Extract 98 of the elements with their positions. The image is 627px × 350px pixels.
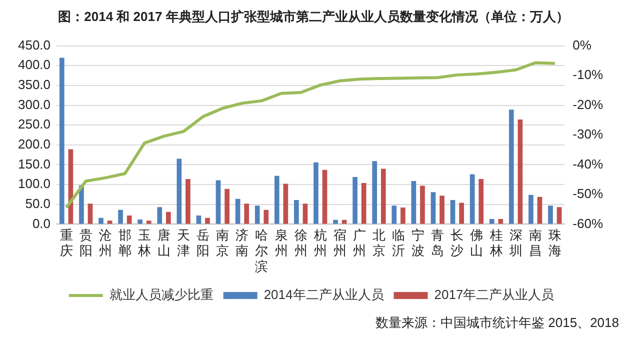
y2-tick-label: -10% bbox=[572, 67, 604, 82]
bar bbox=[528, 194, 534, 224]
x-tick-label: 济南 bbox=[236, 228, 249, 258]
x-tick-label: 贵阳 bbox=[79, 228, 92, 258]
x-tick-label: 广州 bbox=[352, 228, 366, 258]
bar bbox=[548, 206, 553, 224]
x-tick-label: 泉州 bbox=[274, 228, 288, 258]
bar bbox=[264, 210, 269, 224]
bar bbox=[196, 215, 202, 224]
y-tick-label: 50.0 bbox=[25, 196, 51, 211]
bar bbox=[157, 207, 162, 224]
bar bbox=[420, 186, 425, 224]
x-tick-label: 徐州 bbox=[294, 228, 308, 258]
y-tick-label: 0.0 bbox=[32, 216, 51, 231]
bar bbox=[361, 182, 366, 224]
legend-label: 2014年二产从业人员 bbox=[264, 287, 384, 302]
bar bbox=[537, 196, 542, 224]
x-tick-label: 佛山 bbox=[470, 228, 484, 258]
x-tick-label: 南昌 bbox=[528, 228, 542, 258]
x-tick-label: 唐山 bbox=[158, 228, 171, 258]
y-tick-label: 200.0 bbox=[18, 136, 51, 152]
bar bbox=[459, 202, 464, 224]
bar bbox=[430, 192, 436, 224]
bar bbox=[518, 120, 523, 224]
y2-tick-label: -60% bbox=[572, 216, 604, 231]
bar bbox=[556, 207, 562, 224]
bar bbox=[322, 170, 328, 224]
bar bbox=[216, 180, 221, 224]
bar bbox=[283, 184, 288, 224]
bar bbox=[450, 200, 456, 224]
x-tick-label: 深圳 bbox=[508, 228, 522, 258]
y2-tick-label: 0% bbox=[572, 37, 592, 52]
x-tick-label: 邯郸 bbox=[118, 228, 132, 258]
chart-title: 图：2014 和 2017 年典型人口扩张型城市第二产业从业人员数量变化情况（单位：万人） bbox=[57, 8, 570, 26]
x-tick-label: 临沂 bbox=[392, 228, 406, 258]
bar bbox=[508, 110, 514, 224]
bar bbox=[126, 215, 132, 224]
bar bbox=[186, 179, 190, 224]
bar bbox=[294, 200, 299, 224]
x-tick-label: 哈尔滨 bbox=[255, 228, 268, 274]
y2-tick-label: -20% bbox=[572, 96, 604, 112]
bar bbox=[254, 206, 260, 224]
x-tick-label: 玉林 bbox=[136, 228, 151, 258]
x-tick-label: 宁波 bbox=[412, 228, 425, 258]
x-tick-label: 杭州 bbox=[312, 228, 327, 258]
y-tick-label: 150.0 bbox=[18, 156, 51, 172]
bar bbox=[107, 220, 112, 224]
bar bbox=[372, 161, 378, 224]
bar bbox=[314, 162, 318, 224]
x-tick-label: 珠海 bbox=[548, 228, 562, 258]
bar bbox=[333, 220, 338, 224]
bar bbox=[440, 196, 444, 224]
bar bbox=[166, 212, 171, 224]
bar bbox=[470, 174, 475, 224]
bar bbox=[274, 176, 280, 224]
y2-tick-label: -50% bbox=[572, 186, 604, 202]
x-tick-label: 长沙 bbox=[450, 228, 464, 258]
bar bbox=[478, 179, 484, 224]
y-tick-label: 300.0 bbox=[18, 96, 51, 112]
x-tick-label: 北京 bbox=[372, 228, 386, 258]
bar bbox=[380, 168, 386, 224]
x-tick-label: 宿州 bbox=[333, 228, 346, 258]
bar bbox=[118, 210, 123, 224]
y2-tick-label: -40% bbox=[572, 156, 604, 172]
bar bbox=[400, 208, 406, 224]
bar bbox=[176, 158, 182, 224]
y-tick-label: 250.0 bbox=[18, 116, 51, 132]
x-tick-label: 南京 bbox=[216, 228, 230, 258]
bar bbox=[411, 180, 416, 224]
bar bbox=[146, 220, 152, 224]
y2-tick-label: -30% bbox=[572, 126, 604, 142]
x-tick-label: 沧州 bbox=[98, 228, 112, 258]
bar bbox=[88, 204, 93, 224]
bar bbox=[498, 219, 504, 224]
x-tick-label: 岳阳 bbox=[196, 228, 210, 258]
bar bbox=[205, 218, 210, 224]
legend-label: 就业人员减少比重 bbox=[109, 287, 214, 302]
x-tick-label: 重庆 bbox=[60, 228, 73, 258]
bar bbox=[302, 204, 308, 224]
bar bbox=[489, 219, 494, 224]
bar bbox=[98, 218, 104, 224]
bar bbox=[224, 188, 230, 224]
bar bbox=[235, 198, 240, 224]
y-tick-label: 450.0 bbox=[18, 37, 51, 52]
bar bbox=[79, 185, 84, 224]
bar bbox=[59, 58, 64, 224]
y-tick-label: 400.0 bbox=[18, 57, 51, 72]
bar bbox=[244, 204, 250, 224]
x-tick-label: 桂林 bbox=[488, 228, 503, 258]
text: 数量来源：中国城市统计年鉴 2015、2018 bbox=[374, 314, 619, 332]
x-tick-label: 青岛 bbox=[431, 228, 444, 258]
legend-label: 2017年二产从业人员 bbox=[434, 287, 554, 302]
bar bbox=[138, 219, 142, 224]
bar bbox=[392, 206, 397, 224]
bar bbox=[352, 177, 358, 224]
y-tick-label: 350.0 bbox=[18, 77, 51, 92]
x-tick-label: 天津 bbox=[177, 228, 190, 258]
y-tick-label: 100.0 bbox=[18, 176, 51, 192]
